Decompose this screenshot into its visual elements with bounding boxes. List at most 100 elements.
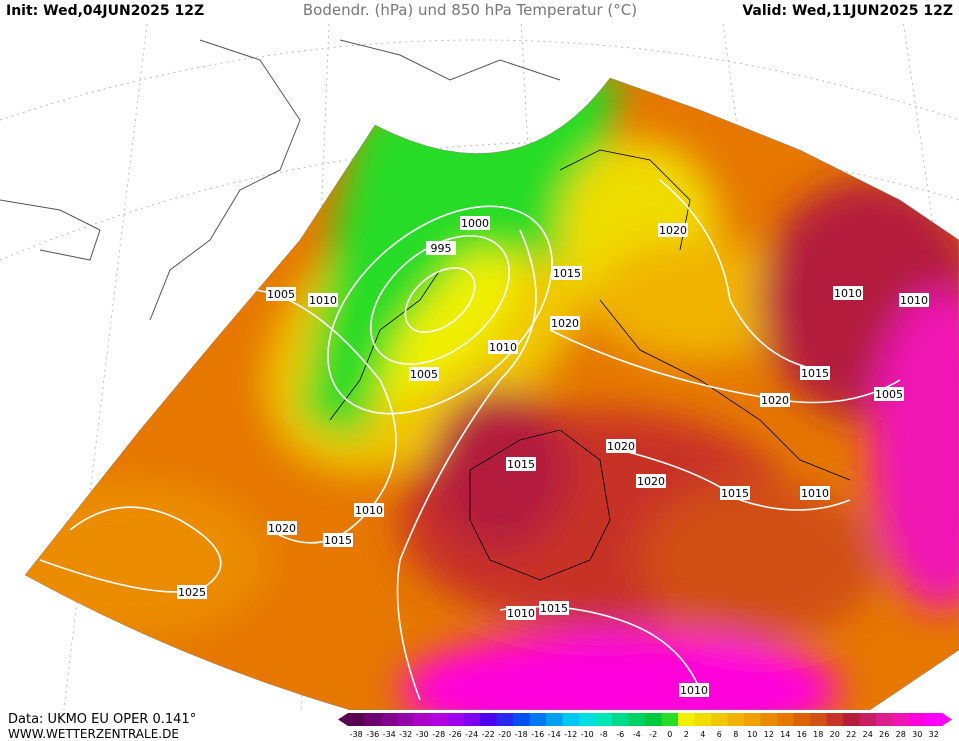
coastlines-outside	[0, 39, 561, 321]
scale-box	[859, 713, 877, 726]
scale-arrow-left	[338, 713, 348, 726]
scale-box	[447, 713, 464, 726]
isobar-label-box	[409, 367, 439, 381]
scale-label: -6	[616, 730, 624, 739]
scale-box	[777, 713, 794, 726]
isobar-label-box	[833, 286, 863, 300]
isobar-label-box	[506, 606, 536, 620]
isobar-label-box	[760, 393, 790, 407]
scale-box	[463, 713, 481, 726]
scale-box	[364, 713, 382, 726]
scale-label: 20	[830, 730, 840, 739]
isobar-label-box	[266, 287, 296, 301]
scale-box	[496, 713, 514, 726]
isobar-label: 1015	[801, 367, 829, 380]
isobar-label: 1020	[607, 440, 635, 453]
scale-label: 4	[700, 730, 705, 739]
scale-label: 26	[879, 730, 889, 739]
scale-label: -16	[531, 730, 544, 739]
scale-box	[826, 713, 844, 726]
scale-label: 0	[667, 730, 672, 739]
map-title: Bodendr. (hPa) und 850 hPa Temperatur (°…	[303, 1, 637, 19]
scale-box	[381, 713, 398, 726]
scale-box	[909, 713, 926, 726]
isobar-label: 1020	[761, 394, 789, 407]
scale-label: 30	[912, 730, 922, 739]
isobar-label: 1020	[268, 522, 296, 535]
scale-label: -12	[564, 730, 577, 739]
scale-label: 10	[747, 730, 757, 739]
scale-label: -26	[449, 730, 462, 739]
scale-label: 8	[733, 730, 738, 739]
scale-label: -10	[581, 730, 594, 739]
scale-box	[711, 713, 728, 726]
scale-box	[678, 713, 695, 726]
isobar-label: 1020	[637, 475, 665, 488]
coastlines	[329, 149, 851, 581]
scale-label: 2	[684, 730, 689, 739]
scale-label: 18	[813, 730, 823, 739]
isobar-label-box	[177, 585, 207, 599]
isobar-label-box	[552, 266, 582, 280]
isobar-label-box	[308, 293, 338, 307]
site: WWW.WETTERZENTRALE.DE	[8, 727, 179, 741]
scale-box	[529, 713, 547, 726]
scale-label: 6	[717, 730, 722, 739]
scale-box	[810, 713, 827, 726]
scale-label: -36	[366, 730, 379, 739]
scale-box	[876, 713, 893, 726]
isobar-label: 1010	[489, 341, 517, 354]
scale-box	[579, 713, 596, 726]
scale-box	[760, 713, 778, 726]
header-bar	[0, 0, 959, 20]
scale-label: 12	[764, 730, 774, 739]
scale-box	[843, 713, 860, 726]
isobar-label: 1015	[507, 458, 535, 471]
isobar-label: 1015	[540, 602, 568, 615]
isobar-label: 1010	[680, 684, 708, 697]
scale-label: -30	[416, 730, 429, 739]
scale-box	[744, 713, 761, 726]
isobar-label-box	[460, 216, 490, 230]
scale-box	[727, 713, 745, 726]
isobar-label-box	[488, 340, 518, 354]
init-time: Init: Wed,04JUN2025 12Z	[6, 3, 204, 19]
scale-label: -8	[600, 730, 608, 739]
scale-box	[793, 713, 811, 726]
scale-label: -20	[498, 730, 511, 739]
scale-box	[414, 713, 431, 726]
isobar-label: 1015	[721, 487, 749, 500]
scale-box	[513, 713, 530, 726]
isobar-label: 1010	[834, 287, 862, 300]
scale-label: 32	[929, 730, 939, 739]
data-source: Data: UKMO EU OPER 0.141°	[8, 712, 196, 727]
scale-box	[628, 713, 646, 726]
isobar-label-box	[874, 387, 904, 401]
domain-outline	[24, 77, 959, 711]
isobar-label: 1005	[267, 288, 295, 301]
scale-label: -2	[649, 730, 657, 739]
valid-time: Valid: Wed,11JUN2025 12Z	[742, 3, 953, 19]
scale-box	[595, 713, 613, 726]
isobar-label-box	[550, 316, 580, 330]
isobar-label-box	[267, 521, 297, 535]
isobar-label-box	[506, 457, 536, 471]
isobar-label-box	[354, 503, 384, 517]
scale-box	[892, 713, 910, 726]
isobar-label: 1010	[507, 607, 535, 620]
scale-box	[661, 713, 679, 726]
isobar-label: 1020	[551, 317, 579, 330]
isobar-label: 1010	[900, 294, 928, 307]
isobar-label: 1020	[659, 224, 687, 237]
scale-box	[348, 713, 365, 726]
isobar-label-box	[426, 241, 456, 255]
scale-arrow-right	[942, 713, 952, 726]
isobar-label: 995	[431, 242, 452, 255]
scale-label: -34	[383, 730, 396, 739]
isobar-label: 1010	[801, 487, 829, 500]
isobar-label: 1010	[355, 504, 383, 517]
isobar-label-box	[636, 474, 666, 488]
scale-label: 16	[797, 730, 807, 739]
isobar-label-box	[323, 533, 353, 547]
scale-label: -22	[482, 730, 495, 739]
